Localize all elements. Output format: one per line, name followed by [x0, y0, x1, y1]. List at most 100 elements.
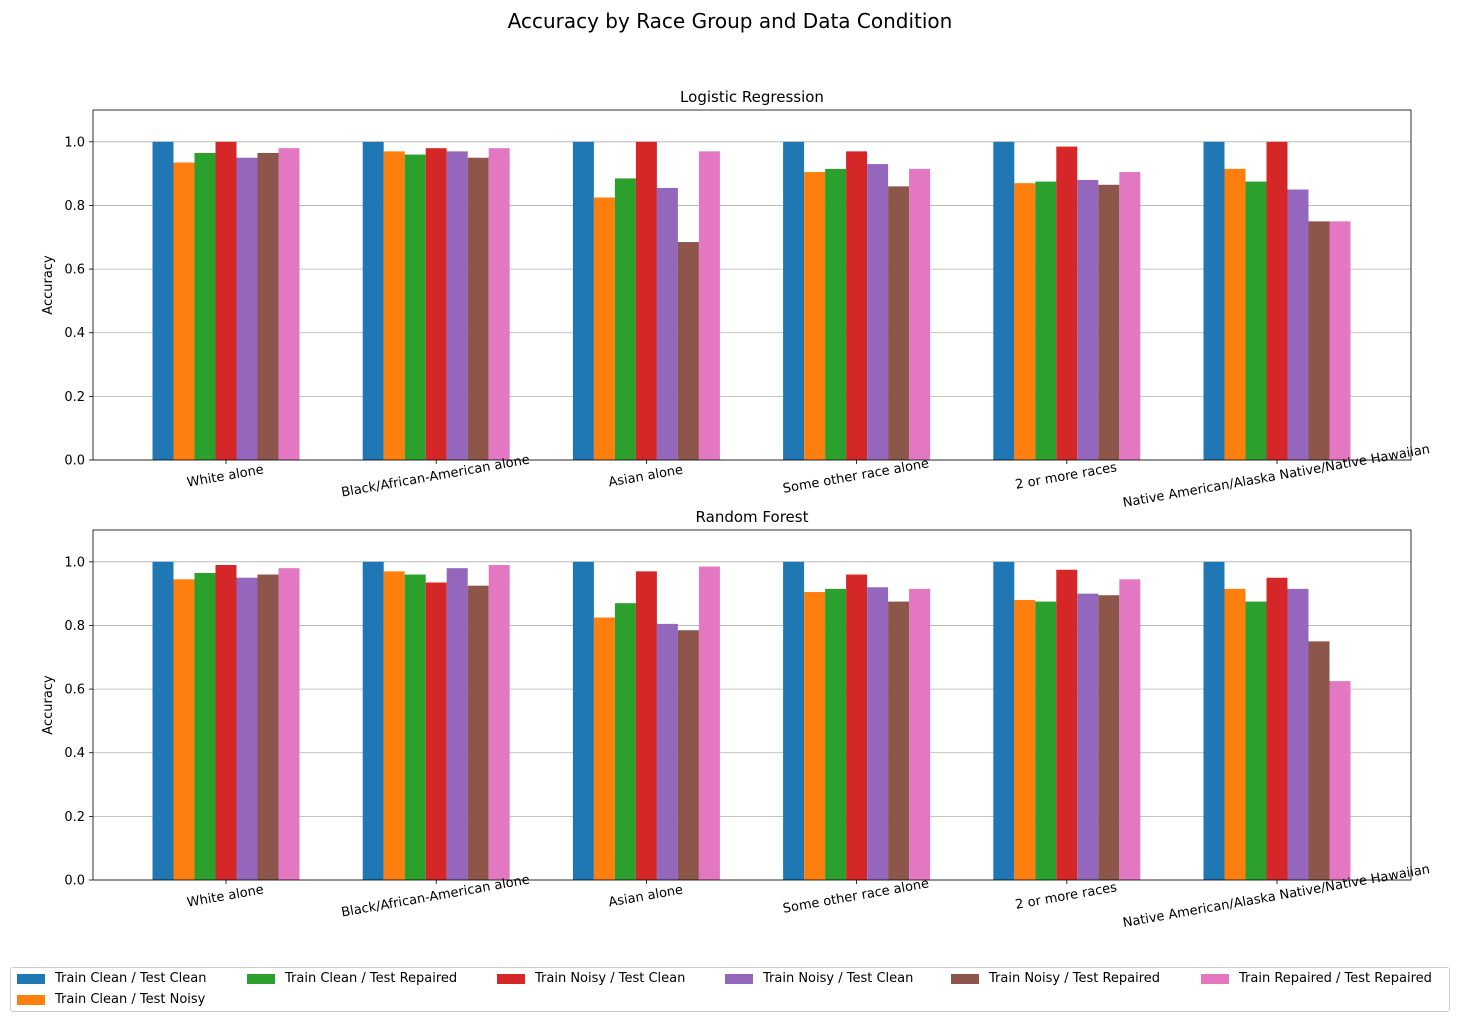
bar — [1077, 593, 1099, 880]
chart-title: Logistic Regression — [680, 88, 824, 106]
legend-swatch — [17, 973, 45, 984]
bar — [993, 561, 1015, 880]
bar — [257, 152, 279, 461]
bar — [1287, 588, 1309, 880]
y-tick-label: 1.0 — [64, 555, 85, 570]
bar — [656, 623, 678, 880]
bar — [446, 568, 468, 880]
bar — [572, 561, 594, 880]
bar — [593, 197, 615, 460]
bar — [404, 574, 426, 880]
legend-label: Train Noisy / Test Clean — [535, 971, 686, 986]
plot-frame — [92, 109, 1412, 461]
bar — [362, 141, 384, 460]
bar — [846, 151, 868, 460]
x-tick-label: Asian alone — [607, 463, 684, 491]
bar — [993, 141, 1015, 460]
bar — [698, 566, 720, 880]
bar — [867, 164, 889, 460]
bar — [215, 565, 237, 880]
legend-label: Train Clean / Test Clean — [55, 971, 207, 986]
x-tick-label: Some other race alone — [782, 456, 930, 496]
bar — [215, 141, 237, 460]
bar — [1203, 561, 1225, 880]
bar — [236, 577, 258, 880]
y-tick-label: 0.0 — [64, 874, 85, 889]
bar — [194, 152, 216, 461]
x-tick-label: White alone — [186, 882, 265, 910]
bar — [488, 148, 510, 460]
bar — [278, 148, 300, 460]
bar — [846, 574, 868, 880]
bar — [677, 242, 699, 460]
legend-label: Train Noisy / Test Clean — [763, 971, 914, 986]
bar — [909, 168, 931, 460]
bar — [1119, 172, 1141, 460]
y-tick-label: 0.2 — [64, 810, 85, 825]
bar — [1077, 180, 1099, 460]
bar — [614, 178, 636, 460]
bar — [236, 157, 258, 460]
legend-entry: Train Clean / Test Clean — [17, 971, 207, 986]
legend-swatch — [951, 973, 979, 984]
legend-swatch — [497, 973, 525, 984]
bar — [1266, 141, 1288, 460]
y-tick-label: 0.4 — [64, 746, 85, 761]
bar — [383, 151, 405, 460]
bar — [152, 561, 174, 880]
bar — [656, 187, 678, 461]
bar — [383, 571, 405, 880]
bar — [1308, 221, 1330, 460]
bar — [278, 568, 300, 880]
x-tick-label: 2 or more races — [1014, 880, 1118, 913]
bar — [804, 172, 826, 460]
bar — [698, 151, 720, 460]
legend-entry: Train Noisy / Test Clean — [497, 971, 685, 986]
bar — [173, 579, 195, 880]
bar — [1224, 588, 1246, 880]
bar — [1056, 569, 1078, 880]
x-tick-label: Asian alone — [607, 883, 684, 911]
bar — [825, 588, 847, 880]
bar — [783, 141, 805, 460]
y-axis-label: Accuracy — [41, 675, 56, 735]
x-tick-label: White alone — [186, 462, 265, 490]
bar — [909, 588, 931, 880]
legend-swatch — [17, 994, 45, 1005]
legend-entry: Train Clean / Test Noisy — [17, 992, 205, 1007]
bar — [425, 582, 447, 880]
y-tick-label: 0.8 — [64, 619, 85, 634]
legend-entry: Train Noisy / Test Repaired — [951, 971, 1160, 986]
bar — [783, 561, 805, 880]
bar — [825, 168, 847, 460]
y-tick-label: 1.0 — [64, 135, 85, 150]
bar — [1098, 184, 1120, 461]
bar — [446, 151, 468, 460]
legend-label: Train Noisy / Test Repaired — [989, 971, 1161, 986]
bar — [1245, 181, 1267, 460]
y-tick-label: 0.6 — [64, 263, 85, 278]
bar — [1056, 146, 1078, 460]
bar — [257, 574, 279, 880]
x-tick-label: 2 or more races — [1014, 460, 1118, 493]
bar — [194, 572, 216, 880]
figure-title: Accuracy by Race Group and Data Conditio… — [508, 9, 953, 33]
y-tick-label: 0.0 — [64, 454, 85, 469]
bar — [804, 592, 826, 880]
legend-swatch — [725, 973, 753, 984]
bar — [425, 148, 447, 460]
legend-swatch — [1201, 973, 1229, 984]
bar — [635, 571, 657, 880]
x-tick-label: Some other race alone — [782, 876, 930, 916]
bar — [1203, 141, 1225, 460]
bar — [1287, 189, 1309, 460]
y-tick-label: 0.8 — [64, 199, 85, 214]
bar — [1098, 595, 1120, 880]
legend-label: Train Clean / Test Noisy — [55, 992, 206, 1007]
y-axis-label: Accuracy — [41, 255, 56, 315]
bar — [888, 601, 910, 880]
legend-entry: Train Repaired / Test Repaired — [1201, 971, 1432, 986]
chart-title: Random Forest — [696, 508, 809, 526]
legend-swatch — [247, 973, 275, 984]
